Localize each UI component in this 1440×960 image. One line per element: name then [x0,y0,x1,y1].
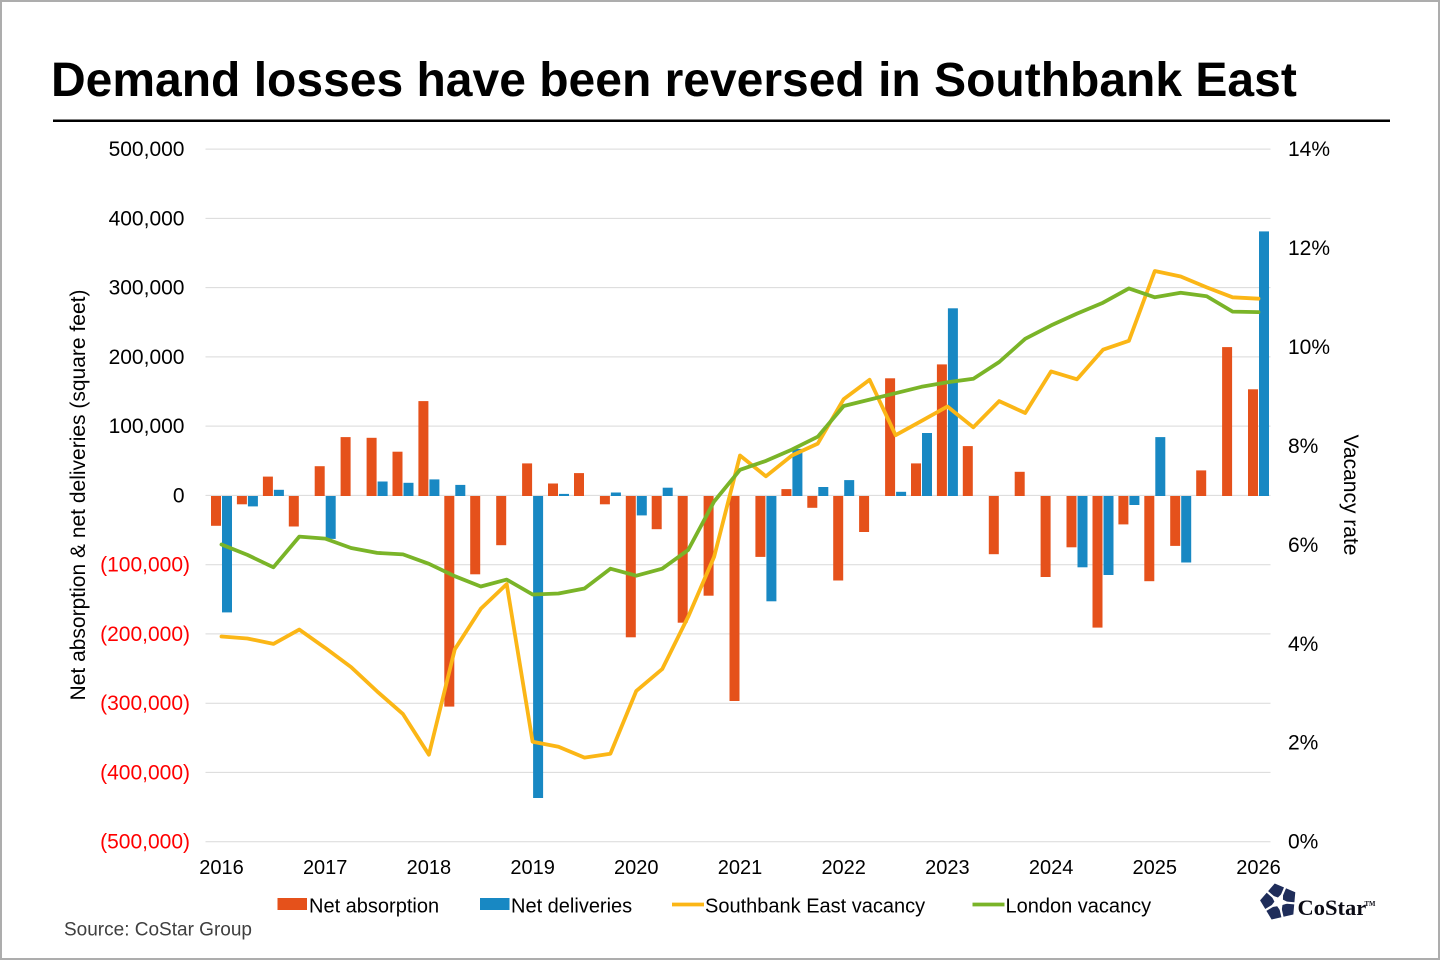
svg-text:2%: 2% [1288,732,1318,755]
svg-text:0: 0 [173,484,185,507]
svg-text:Net deliveries: Net deliveries [511,896,632,918]
svg-text:London vacancy: London vacancy [1006,896,1152,918]
svg-text:2018: 2018 [407,857,452,879]
svg-text:2024: 2024 [1029,857,1074,879]
svg-text:Net absorption: Net absorption [309,896,439,918]
svg-text:10%: 10% [1288,336,1330,359]
svg-text:300,000: 300,000 [109,277,185,300]
svg-text:2016: 2016 [199,857,244,879]
svg-text:2022: 2022 [821,857,866,879]
svg-text:TM: TM [1365,901,1377,908]
svg-text:Southbank East vacancy: Southbank East vacancy [705,896,925,918]
svg-text:4%: 4% [1288,633,1318,656]
svg-text:(100,000): (100,000) [100,554,190,577]
svg-text:(400,000): (400,000) [100,761,190,784]
svg-text:(500,000): (500,000) [100,831,190,854]
svg-text:2017: 2017 [303,857,348,879]
svg-text:2026: 2026 [1236,857,1281,879]
svg-text:8%: 8% [1288,435,1318,458]
svg-text:2020: 2020 [614,857,659,879]
svg-text:(200,000): (200,000) [100,623,190,646]
svg-text:Source: CoStar Group: Source: CoStar Group [64,920,252,941]
svg-text:2019: 2019 [510,857,555,879]
svg-text:CoStar: CoStar [1298,895,1367,920]
svg-text:400,000: 400,000 [109,207,185,230]
svg-text:2021: 2021 [718,857,763,879]
svg-text:Vacancy rate: Vacancy rate [1339,434,1362,555]
svg-text:500,000: 500,000 [109,138,185,161]
svg-text:12%: 12% [1288,237,1330,260]
svg-text:Demand losses have been revers: Demand losses have been reversed in Sout… [51,54,1297,107]
svg-text:2025: 2025 [1133,857,1178,879]
svg-text:6%: 6% [1288,534,1318,557]
svg-text:200,000: 200,000 [109,346,185,369]
svg-text:2023: 2023 [925,857,970,879]
svg-text:14%: 14% [1288,138,1330,161]
svg-text:0%: 0% [1288,831,1318,854]
svg-text:100,000: 100,000 [109,415,185,438]
svg-text:(300,000): (300,000) [100,692,190,715]
svg-text:Net absorption & net deliverie: Net absorption & net deliveries (square … [67,290,90,701]
